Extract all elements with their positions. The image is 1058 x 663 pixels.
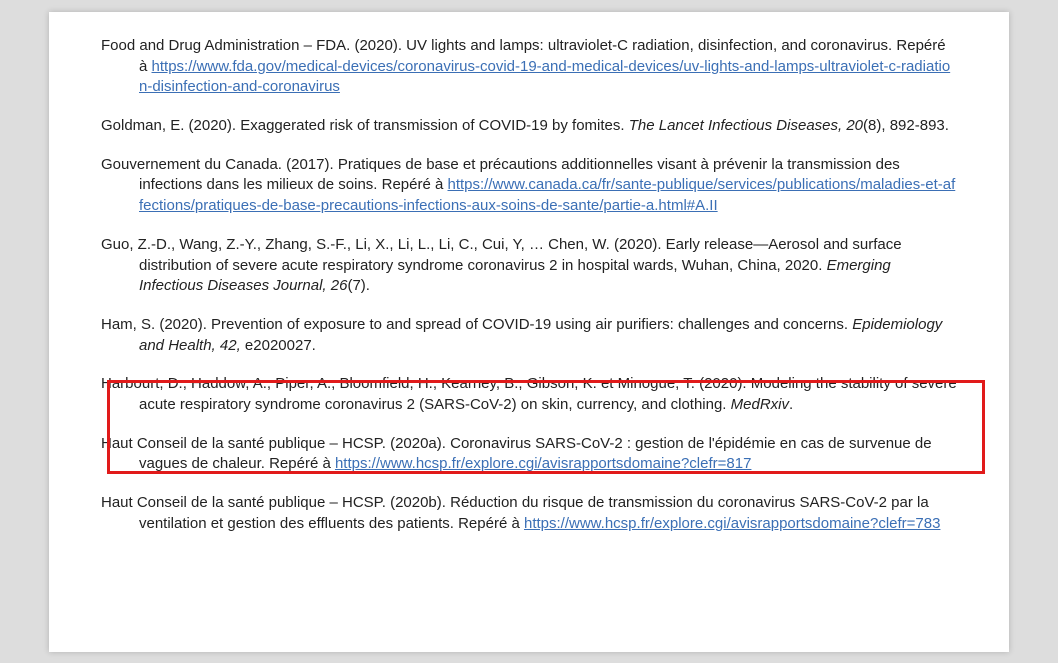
reference-entry: Food and Drug Administration – FDA. (202… — [101, 36, 957, 98]
reference-entry: Gouvernement du Canada. (2017). Pratique… — [101, 155, 957, 217]
reference-entry: Haut Conseil de la santé publique – HCSP… — [101, 434, 957, 475]
reference-text: Harbourt, D., Haddow, A., Piper, A., Blo… — [101, 375, 957, 413]
reference-entry: Haut Conseil de la santé publique – HCSP… — [101, 493, 957, 534]
reference-text: Guo, Z.-D., Wang, Z.-Y., Zhang, S.-F., L… — [101, 236, 902, 274]
reference-link[interactable]: https://www.hcsp.fr/explore.cgi/avisrapp… — [524, 515, 940, 532]
reference-journal: MedRxiv — [731, 396, 789, 413]
reference-entry: Goldman, E. (2020). Exaggerated risk of … — [101, 116, 957, 137]
reference-text: Ham, S. (2020). Prevention of exposure t… — [101, 316, 852, 333]
reference-tail-post: e2020027. — [241, 337, 316, 354]
reference-entry: Guo, Z.-D., Wang, Z.-Y., Zhang, S.-F., L… — [101, 235, 957, 297]
document-page: Food and Drug Administration – FDA. (202… — [49, 12, 1009, 652]
reference-entry: Ham, S. (2020). Prevention of exposure t… — [101, 315, 957, 356]
reference-tail-post: (7). — [347, 277, 370, 294]
reference-link[interactable]: https://www.fda.gov/medical-devices/coro… — [139, 58, 950, 96]
reference-list: Food and Drug Administration – FDA. (202… — [101, 36, 957, 534]
reference-tail-post: (8), 892-893. — [863, 117, 949, 134]
reference-link[interactable]: https://www.hcsp.fr/explore.cgi/avisrapp… — [335, 455, 751, 472]
reference-journal: The Lancet Infectious Diseases, 20 — [629, 117, 863, 134]
reference-text: Goldman, E. (2020). Exaggerated risk of … — [101, 117, 629, 134]
reference-entry: Harbourt, D., Haddow, A., Piper, A., Blo… — [101, 374, 957, 415]
reference-tail-post: . — [789, 396, 793, 413]
